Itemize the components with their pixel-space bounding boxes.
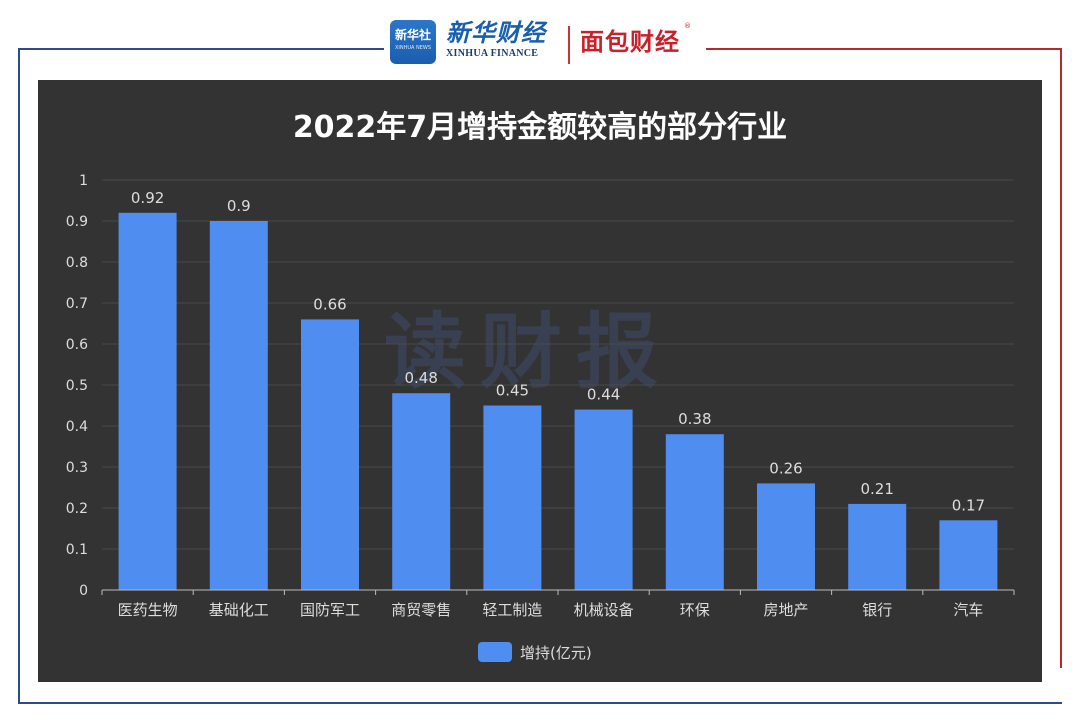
xinhua-logo-text: 新华社 xyxy=(394,28,431,42)
y-tick-label: 0.8 xyxy=(66,255,88,271)
x-tick-label: 医药生物 xyxy=(118,601,178,619)
x-tick-label: 环保 xyxy=(680,601,710,619)
y-tick-label: 0.6 xyxy=(66,337,88,353)
registered-mark: ® xyxy=(684,22,691,30)
data-label: 0.45 xyxy=(496,382,529,400)
y-tick-label: 0.5 xyxy=(66,378,88,394)
frame-left-border xyxy=(18,48,20,704)
brand-english: XINHUA FINANCE xyxy=(446,48,539,59)
data-label: 0.21 xyxy=(860,480,893,498)
x-tick-label: 机械设备 xyxy=(574,601,634,619)
x-tick-label: 银行 xyxy=(862,601,892,619)
legend-swatch[interactable] xyxy=(478,642,512,662)
legend-label[interactable]: 增持(亿元) xyxy=(520,644,592,662)
chart-title: 2022年7月增持金额较高的部分行业 xyxy=(293,110,787,145)
legend[interactable]: 增持(亿元) xyxy=(478,642,592,662)
bar-series: 0.92 0.9 0.66 0.48 0.45 0.44 0.38 0.26 0.21 0.17 xyxy=(118,189,998,591)
xinhua-finance-brand: 新华财经 XINHUA FINANCE xyxy=(446,18,564,60)
x-axis: 医药生物 基础化工 国防军工 商贸零售 轻工制造 机械设备 环保 房地产 银行 汽车 xyxy=(101,589,1015,619)
y-tick-label: 0.9 xyxy=(66,214,88,230)
frame-top-right-border xyxy=(706,48,1062,50)
data-label: 0.66 xyxy=(313,295,346,313)
x-tick-label: 商贸零售 xyxy=(391,601,451,619)
y-tick-label: 0.7 xyxy=(66,296,88,312)
y-tick-label: 0 xyxy=(79,583,88,599)
x-tick-label: 房地产 xyxy=(763,601,808,619)
y-tick-label: 0.4 xyxy=(66,419,88,435)
x-tick-label: 国防军工 xyxy=(300,601,360,619)
data-label: 0.9 xyxy=(227,197,251,215)
xinhua-logo: 新华社 XINHUA NEWS xyxy=(390,20,436,64)
frame-bottom-border xyxy=(18,702,1062,704)
data-label: 0.48 xyxy=(404,369,437,387)
bar[interactable] xyxy=(483,405,542,591)
bar[interactable] xyxy=(118,212,177,591)
brand-divider xyxy=(568,26,570,64)
bar[interactable] xyxy=(939,520,998,590)
watermark: 读财报 xyxy=(384,305,672,400)
x-tick-label: 基础化工 xyxy=(209,601,269,619)
bar[interactable] xyxy=(757,483,815,590)
y-tick-label: 0.1 xyxy=(66,542,88,558)
data-label: 0.17 xyxy=(952,496,985,514)
bar[interactable] xyxy=(301,319,359,590)
bar[interactable] xyxy=(665,434,724,590)
data-label: 0.26 xyxy=(769,459,802,477)
y-tick-label: 1 xyxy=(79,173,88,189)
xinhua-logo-subtext: XINHUA NEWS xyxy=(394,45,432,51)
brand-name: 新华财经 xyxy=(446,18,546,47)
partner-brand: 面包财经 xyxy=(580,28,680,56)
bar[interactable] xyxy=(848,503,907,590)
bar-chart: 读财报 2022年7月增持金额较高的部分行业 00.10.20.30.40.50… xyxy=(66,110,1015,662)
frame-right-border xyxy=(1060,48,1062,668)
y-tick-label: 0.2 xyxy=(66,501,88,517)
brand-header: 新华社 XINHUA NEWS 新华财经 XINHUA FINANCE 面包财经… xyxy=(388,18,706,70)
data-label: 0.38 xyxy=(678,410,711,428)
y-axis: 0 0.1 0.2 0.3 0.4 0.5 0.6 0.7 0.8 0.9 1 xyxy=(66,173,88,599)
bar[interactable] xyxy=(574,409,633,590)
data-label: 0.92 xyxy=(131,189,164,207)
y-tick-label: 0.3 xyxy=(66,460,88,476)
frame-top-left-border xyxy=(18,48,384,50)
chart-area: 读财报 2022年7月增持金额较高的部分行业 0 0.1 0.2 0.3 0.4 0.5 0… xyxy=(38,80,1042,682)
x-tick-label: 轻工制造 xyxy=(482,601,542,619)
x-tick-label: 汽车 xyxy=(953,601,983,619)
data-label: 0.44 xyxy=(587,386,620,404)
bar[interactable] xyxy=(209,221,268,590)
bar[interactable] xyxy=(392,393,451,590)
